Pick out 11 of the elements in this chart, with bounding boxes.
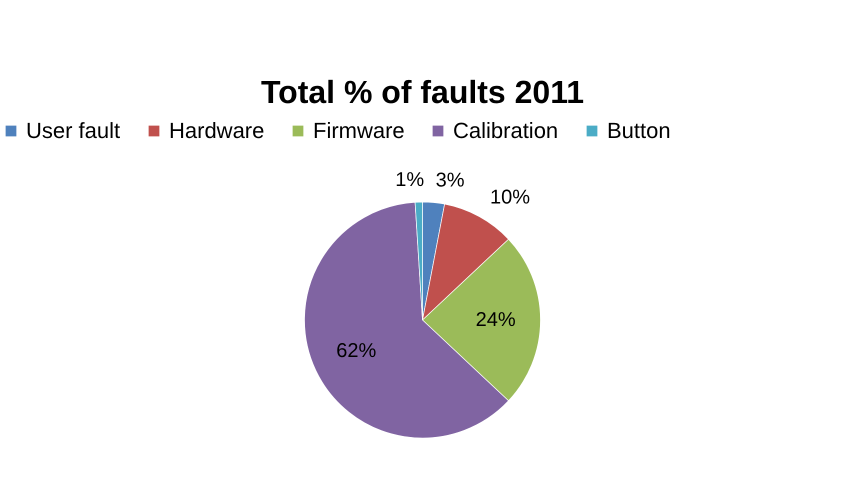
legend-label: User fault (26, 118, 120, 143)
data-label: 10% (490, 186, 530, 208)
chart-title: Total % of faults 2011 (260, 74, 584, 110)
legend-label: Calibration (453, 118, 558, 143)
data-label: 62% (336, 340, 377, 362)
data-label: 1% (395, 169, 424, 192)
legend-label: Hardware (169, 118, 264, 143)
legend-label: Button (607, 118, 671, 143)
legend-label: Firmware (313, 118, 405, 143)
data-label: 24% (476, 309, 516, 331)
data-label: 3% (436, 170, 465, 192)
